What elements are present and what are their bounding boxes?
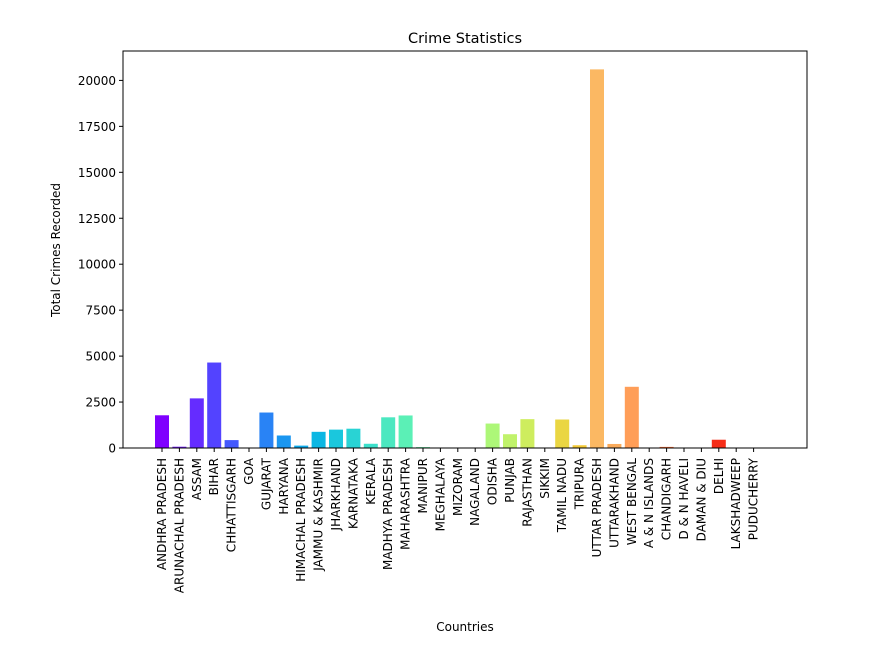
bar — [590, 69, 604, 448]
bar — [207, 362, 222, 448]
bar — [555, 419, 570, 448]
x-tick-label: MIZORAM — [451, 458, 465, 516]
x-tick-label: ANDHRA PRADESH — [155, 458, 169, 570]
bar — [624, 386, 639, 448]
x-tick-label: MEGHALAYA — [433, 457, 447, 531]
bar — [503, 434, 517, 448]
x-tick-label: A & N ISLANDS — [642, 458, 656, 548]
bar — [485, 423, 500, 448]
x-tick-label: KERALA — [364, 457, 378, 504]
x-tick-label: RAJASTHAN — [520, 458, 534, 527]
bar — [363, 443, 378, 448]
bar — [155, 415, 169, 448]
x-tick-label: MAHARASHTRA — [399, 457, 413, 550]
x-tick-label: JHARKHAND — [329, 458, 343, 531]
bar — [398, 415, 413, 448]
x-tick-label: ODISHA — [486, 457, 500, 505]
bar — [329, 429, 343, 448]
y-tick-label: 10000 — [78, 258, 116, 272]
y-tick-label: 15000 — [78, 166, 116, 180]
x-tick-label: D & N HAVELI — [677, 458, 691, 540]
bar — [572, 445, 587, 448]
plot-frame — [122, 50, 808, 449]
x-tick-label: SIKKIM — [538, 458, 552, 499]
x-tick-label: UTTARAKHAND — [607, 458, 621, 548]
bar — [259, 412, 274, 448]
x-tick-label: TRIPURA — [573, 457, 587, 510]
x-tick-label: JAMMU & KASHMIR — [312, 458, 326, 572]
y-tick-label: 2500 — [85, 396, 116, 410]
bar — [311, 431, 326, 448]
x-tick-label: PUNJAB — [503, 458, 517, 503]
bar — [294, 445, 309, 448]
x-tick-label: ARUNACHAL PRADESH — [172, 458, 186, 593]
bar — [520, 419, 535, 448]
x-tick-label: BIHAR — [207, 458, 221, 495]
x-tick-label: DELHI — [712, 458, 726, 494]
y-tick-label: 7500 — [85, 304, 116, 318]
x-tick-label: DAMAN & DIU — [694, 458, 708, 541]
y-axis-label: Total Crimes Recorded — [49, 183, 63, 318]
x-axis-ticks: ANDHRA PRADESH ARUNACHAL PRADESH ASSAM BIHA… — [155, 448, 761, 593]
x-tick-label: MADHYA PRADESH — [381, 458, 395, 570]
x-tick-label: LAKSHADWEEP — [729, 458, 743, 549]
bar — [189, 398, 204, 448]
x-tick-label: HIMACHAL PRADESH — [294, 458, 308, 582]
x-tick-label: NAGALAND — [468, 458, 482, 526]
x-tick-label: HARYANA — [277, 457, 291, 514]
x-tick-label: GUJARAT — [259, 457, 273, 510]
x-tick-label: GOA — [242, 457, 256, 485]
chart-title: Crime Statistics — [408, 31, 522, 47]
x-axis-label: Countries — [436, 620, 494, 634]
x-tick-label: MANIPUR — [416, 458, 430, 513]
x-tick-label: TAMIL NADU — [555, 458, 569, 533]
y-axis-ticks: 0 2500 5000 7500 10000 12500 15000 17500 20000 — [78, 74, 123, 456]
x-tick-label: CHANDIGARH — [660, 458, 674, 540]
x-tick-label: CHHATTISGARH — [225, 458, 239, 552]
bar — [711, 439, 726, 448]
bars-group — [155, 69, 761, 448]
bar — [659, 446, 674, 448]
bar — [607, 443, 622, 448]
x-tick-label: KARNATAKA — [346, 457, 360, 529]
bar — [172, 446, 187, 448]
x-tick-label: UTTAR PRADESH — [590, 458, 604, 557]
y-tick-label: 12500 — [78, 212, 116, 226]
x-tick-label: PUDUCHERRY — [747, 457, 761, 540]
y-tick-label: 5000 — [85, 350, 116, 364]
y-tick-label: 17500 — [78, 120, 116, 134]
bar — [346, 428, 361, 448]
bar — [276, 435, 291, 448]
y-tick-label: 20000 — [78, 74, 116, 88]
x-tick-label: WEST BENGAL — [625, 458, 639, 546]
y-tick-label: 0 — [108, 442, 116, 456]
bar — [381, 417, 396, 448]
x-tick-label: ASSAM — [190, 458, 204, 500]
bar — [224, 440, 239, 448]
